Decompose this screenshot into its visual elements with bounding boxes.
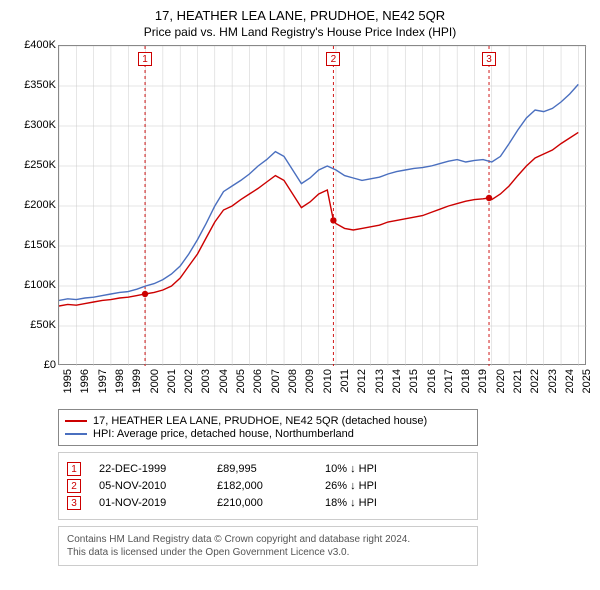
sale-hpi-delta: 18% ↓ HPI	[325, 497, 377, 509]
plot-svg	[59, 46, 587, 366]
x-tick-label: 2019	[477, 369, 489, 405]
y-tick-label: £350K	[24, 79, 56, 91]
sale-row: 1 22-DEC-1999 £89,995 10% ↓ HPI	[67, 462, 469, 476]
x-tick-label: 2012	[356, 369, 368, 405]
x-tick-label: 2002	[183, 369, 195, 405]
x-tick-label: 2024	[564, 369, 576, 405]
x-tick-label: 1996	[79, 369, 91, 405]
x-tick-label: 1995	[62, 369, 74, 405]
legend-label: 17, HEATHER LEA LANE, PRUDHOE, NE42 5QR …	[93, 415, 427, 427]
sale-date: 05-NOV-2010	[99, 480, 199, 492]
x-tick-label: 2020	[495, 369, 507, 405]
y-tick-label: £150K	[24, 239, 56, 251]
x-tick-label: 2009	[304, 369, 316, 405]
sales-table: 1 22-DEC-1999 £89,995 10% ↓ HPI 2 05-NOV-2010…	[58, 452, 478, 520]
chart-subtitle: Price paid vs. HM Land Registry's House …	[14, 25, 586, 39]
legend-row: HPI: Average price, detached house, Nort…	[65, 428, 471, 440]
sale-marker-badge: 2	[67, 479, 81, 493]
y-tick-label: £400K	[24, 39, 56, 51]
plot-region: 1 2 3	[58, 45, 586, 365]
x-tick-label: 2017	[443, 369, 455, 405]
sale-hpi-delta: 10% ↓ HPI	[325, 463, 377, 475]
x-tick-label: 1999	[131, 369, 143, 405]
sale-marker-2: 2	[326, 52, 340, 66]
sale-hpi-delta: 26% ↓ HPI	[325, 480, 377, 492]
x-tick-label: 2022	[529, 369, 541, 405]
sale-price: £210,000	[217, 497, 307, 509]
x-tick-label: 2007	[270, 369, 282, 405]
y-tick-label: £50K	[30, 319, 56, 331]
sale-date: 01-NOV-2019	[99, 497, 199, 509]
x-tick-label: 2010	[322, 369, 334, 405]
sale-row: 2 05-NOV-2010 £182,000 26% ↓ HPI	[67, 479, 469, 493]
sale-row: 3 01-NOV-2019 £210,000 18% ↓ HPI	[67, 496, 469, 510]
x-tick-label: 2000	[149, 369, 161, 405]
x-tick-label: 2003	[200, 369, 212, 405]
x-tick-label: 2015	[408, 369, 420, 405]
attribution-line2: This data is licensed under the Open Gov…	[67, 546, 469, 559]
chart-title: 17, HEATHER LEA LANE, PRUDHOE, NE42 5QR	[14, 8, 586, 23]
attribution-box: Contains HM Land Registry data © Crown c…	[58, 526, 478, 566]
x-tick-label: 1997	[97, 369, 109, 405]
legend-label: HPI: Average price, detached house, Nort…	[93, 428, 354, 440]
x-axis-labels: 1995 1996 1997 1998 1999 2000 2001 2002 2003 2004…	[58, 369, 586, 405]
legend-box: 17, HEATHER LEA LANE, PRUDHOE, NE42 5QR …	[58, 409, 478, 446]
y-tick-label: £0	[44, 359, 56, 371]
sale-marker-badge: 3	[67, 496, 81, 510]
sale-marker-1: 1	[138, 52, 152, 66]
attribution-line1: Contains HM Land Registry data © Crown c…	[67, 533, 469, 546]
x-tick-label: 1998	[114, 369, 126, 405]
x-tick-label: 2006	[252, 369, 264, 405]
sale-marker-badge: 1	[67, 462, 81, 476]
legend-swatch	[65, 433, 87, 435]
legend-row: 17, HEATHER LEA LANE, PRUDHOE, NE42 5QR …	[65, 415, 471, 427]
x-tick-label: 2011	[339, 369, 351, 405]
legend-swatch	[65, 420, 87, 422]
x-tick-label: 2004	[218, 369, 230, 405]
y-tick-label: £200K	[24, 199, 56, 211]
sale-price: £89,995	[217, 463, 307, 475]
x-tick-label: 2014	[391, 369, 403, 405]
chart-area: £0£50K£100K£150K£200K£250K£300K£350K£400…	[14, 45, 586, 405]
y-tick-label: £300K	[24, 119, 56, 131]
x-tick-label: 2005	[235, 369, 247, 405]
x-tick-label: 2008	[287, 369, 299, 405]
x-tick-label: 2023	[547, 369, 559, 405]
y-tick-label: £250K	[24, 159, 56, 171]
x-tick-label: 2021	[512, 369, 524, 405]
sale-marker-3: 3	[482, 52, 496, 66]
x-tick-label: 2016	[426, 369, 438, 405]
x-tick-label: 2001	[166, 369, 178, 405]
sale-price: £182,000	[217, 480, 307, 492]
x-tick-label: 2025	[581, 369, 593, 405]
sale-date: 22-DEC-1999	[99, 463, 199, 475]
x-tick-label: 2018	[460, 369, 472, 405]
y-axis-labels: £0£50K£100K£150K£200K£250K£300K£350K£400…	[14, 45, 58, 365]
x-tick-label: 2013	[374, 369, 386, 405]
y-tick-label: £100K	[24, 279, 56, 291]
